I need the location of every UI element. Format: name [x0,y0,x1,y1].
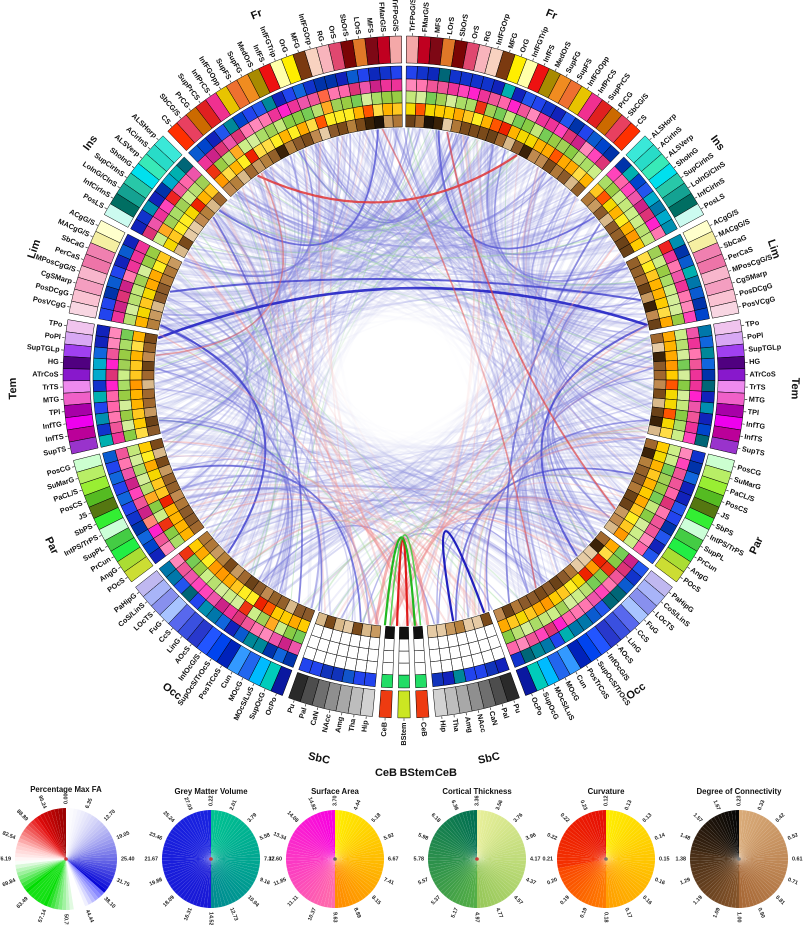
svg-text:TrTS: TrTS [749,382,766,391]
svg-text:BStem: BStem [400,767,435,779]
svg-text:Cortical Thickness: Cortical Thickness [442,787,512,796]
svg-text:MFS: MFS [365,17,375,33]
svg-text:Curvature: Curvature [588,787,625,796]
svg-text:CeB: CeB [375,767,397,779]
svg-text:6.67: 6.67 [388,856,399,862]
svg-text:CeB: CeB [419,722,429,737]
svg-text:Surface Area: Surface Area [311,787,359,796]
svg-text:Hip: Hip [359,719,369,732]
svg-text:ATrCoS: ATrCoS [749,369,775,378]
svg-text:CeB: CeB [379,722,389,737]
svg-text:1.00: 1.00 [736,912,742,923]
svg-text:Tem: Tem [789,377,802,399]
svg-text:4.17: 4.17 [530,856,541,862]
svg-text:50.79: 50.79 [63,914,69,925]
svg-text:4.97: 4.97 [474,912,480,923]
svg-text:HG: HG [749,357,761,366]
svg-text:Grey Matter Volume: Grey Matter Volume [174,787,248,796]
svg-text:FMarG/S: FMarG/S [420,2,431,33]
svg-text:76.19: 76.19 [0,856,11,862]
svg-text:TrTS: TrTS [42,382,59,391]
svg-text:21.67: 21.67 [145,856,159,862]
svg-text:MFS: MFS [433,17,443,33]
svg-text:0.18: 0.18 [603,912,609,923]
svg-text:12.60: 12.60 [269,856,283,862]
svg-text:3.70: 3.70 [332,796,338,807]
svg-text:ATrCoS: ATrCoS [32,369,58,378]
svg-text:Percentage Max FA: Percentage Max FA [30,785,102,794]
svg-text:0.23: 0.23 [736,796,742,807]
svg-text:0.12: 0.12 [603,796,609,807]
svg-text:MTG: MTG [749,395,766,405]
svg-text:PoPl: PoPl [747,330,764,341]
svg-text:3.36: 3.36 [474,796,480,807]
svg-text:Degree of Connectivity: Degree of Connectivity [697,787,783,796]
svg-text:0.61: 0.61 [792,856,803,862]
svg-text:TPl: TPl [747,407,759,417]
svg-text:0.22: 0.22 [208,796,214,807]
svg-text:5.78: 5.78 [414,856,425,862]
svg-text:0.15: 0.15 [659,856,670,862]
svg-text:PoPl: PoPl [44,330,61,341]
svg-text:MTG: MTG [43,395,60,405]
svg-text:TPl: TPl [48,407,60,417]
svg-text:FMarG/S: FMarG/S [377,2,388,33]
svg-text:TrFPoG/S: TrFPoG/S [391,0,401,32]
svg-text:0.00: 0.00 [63,794,69,805]
svg-text:Tem: Tem [7,377,20,399]
svg-text:25.40: 25.40 [121,856,135,862]
svg-text:0.21: 0.21 [543,856,554,862]
svg-text:TrFPoG/S: TrFPoG/S [408,0,418,32]
svg-text:9.63: 9.63 [332,912,338,923]
svg-text:1.38: 1.38 [676,856,687,862]
svg-text:HG: HG [48,357,60,366]
svg-text:BStem: BStem [399,722,408,746]
svg-text:14.52: 14.52 [208,912,214,925]
svg-text:Hip: Hip [438,720,448,733]
svg-text:CeB: CeB [435,767,457,779]
